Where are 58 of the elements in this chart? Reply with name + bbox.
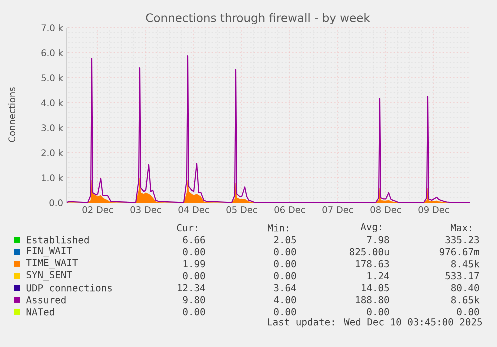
text: 0.00 (183, 308, 206, 316)
text: 0.00 (183, 272, 206, 280)
legend-label: TIME_WAIT (26, 259, 78, 269)
y-tick-label: 3.0 k (42, 124, 64, 132)
text: 335.23 (446, 236, 480, 244)
y-tick-label: 0.0 (50, 200, 63, 206)
legend-label: UDP connections (26, 284, 112, 292)
text: 4.00 (274, 296, 296, 304)
text: 2.05 (274, 236, 296, 244)
legend-label: Established (27, 236, 89, 244)
legend-label: FIN_WAIT (27, 247, 72, 257)
text: 1.99 (184, 260, 206, 268)
y-tick-label: 5.0 k (42, 74, 64, 82)
text: 0.00 (183, 248, 206, 256)
text: 0.00 (274, 248, 296, 256)
text: 976.67m (440, 248, 480, 256)
x-tick-label: 04 Dec (178, 206, 210, 214)
text: 7.98 (367, 236, 390, 244)
x-tick-label: 03 Dec (130, 206, 162, 214)
text: Min: (268, 224, 288, 232)
text: 6.66 (183, 236, 206, 244)
chart-title: Connections through firewall - by week (146, 13, 370, 25)
y-axis-title: Connections (8, 88, 16, 142)
text: 0.00 (367, 308, 390, 316)
text: 0.00 (274, 272, 296, 280)
text: 188.80 (356, 296, 390, 304)
legend-label: NATed (26, 308, 54, 316)
x-tick-label: 06 Dec (274, 206, 306, 214)
y-tick-label: 1.0 k (42, 174, 64, 182)
text: Max: (451, 224, 472, 232)
y-tick-label: 2.0 k (42, 150, 64, 156)
text: 8.45k (452, 260, 480, 268)
text: Last update: Wed Dec 10 03:45:00 2025 (268, 318, 482, 328)
text: 178.63 (356, 260, 390, 268)
text: 1.24 (368, 272, 390, 280)
x-tick-label: 05 Dec (226, 206, 258, 214)
text: 12.34 (178, 284, 206, 292)
legend-label: Assured (26, 296, 66, 304)
text: 0.00 (274, 260, 296, 268)
text: 3.64 (274, 284, 296, 292)
legend-label: SYN_SENT (26, 271, 72, 281)
text: 0.00 (274, 308, 296, 316)
text: 533.17 (446, 272, 480, 280)
y-tick-label: 4.0 k (42, 100, 64, 106)
text: 825.00u (350, 248, 389, 256)
text: 80.40 (452, 284, 480, 292)
text: 14.05 (362, 284, 390, 292)
x-tick-label: 07 Dec (322, 206, 354, 214)
text: 9.80 (183, 296, 206, 304)
x-tick-label: 02 Dec (82, 206, 114, 214)
text: Cur: (177, 224, 198, 232)
text: Avg: (360, 223, 382, 233)
x-tick-label: 09 Dec (418, 206, 450, 214)
text: 0.00 (457, 308, 480, 316)
x-tick-label: 08 Dec (370, 206, 402, 214)
text: 8.65k (452, 296, 480, 304)
y-tick-label: 7.0 k (42, 24, 64, 32)
y-tick-label: 6.0 k (42, 50, 64, 56)
